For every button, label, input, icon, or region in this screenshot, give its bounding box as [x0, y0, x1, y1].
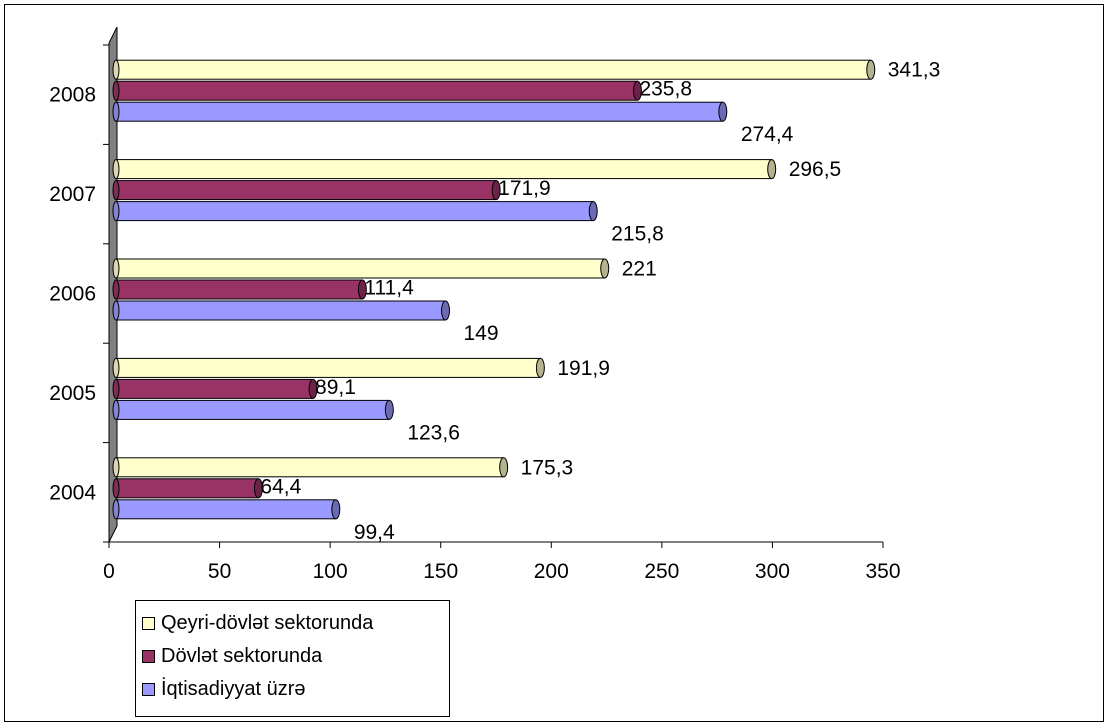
y-category-label: 2006	[49, 283, 96, 306]
bar-cap-right	[491, 180, 501, 201]
legend-label-iqtisadiyyat: İqtisadiyyat üzrə	[161, 678, 306, 700]
data-label: 235,8	[639, 78, 692, 101]
x-tick-label: 350	[865, 560, 900, 583]
data-label: 64,4	[260, 475, 301, 498]
y-category-label: 2005	[49, 382, 96, 405]
bar-cap-right	[767, 159, 777, 180]
y-category-label: 2004	[49, 481, 96, 504]
data-label: 296,5	[789, 158, 842, 181]
legend: Qeyri-dövlət sektorunda Dövlət sektorund…	[135, 600, 450, 717]
bar-cap-left	[112, 399, 120, 420]
legend-swatch-dovlet	[142, 650, 155, 663]
chart-frame	[4, 4, 1104, 722]
data-label: 111,4	[364, 277, 414, 300]
bar-cap-right	[331, 499, 341, 520]
legend-label-qeyri-dovlet: Qeyri-dövlət sektorunda	[161, 612, 374, 634]
bar-Qeyri-dövlət-sektorunda-2004	[115, 457, 505, 478]
bar-cap-right	[600, 258, 610, 279]
bar-cap-right	[588, 201, 598, 222]
data-label: 341,3	[888, 59, 941, 82]
data-label: 215,8	[611, 223, 664, 246]
bar-İqtisadiyyat-üzrə-2005	[115, 399, 390, 420]
bar-cap-right	[866, 59, 876, 80]
bar-İqtisadiyyat-üzrə-2004	[115, 499, 337, 520]
x-tick-label: 0	[103, 560, 115, 583]
bar-Dövlət-sektorunda-2007	[115, 180, 497, 201]
data-label: 99,4	[354, 521, 395, 544]
bar-Qeyri-dövlət-sektorunda-2008	[115, 59, 872, 80]
x-tick-label: 150	[423, 560, 458, 583]
bar-cap-left	[112, 159, 120, 180]
data-label: 175,3	[521, 456, 574, 479]
x-tick-label: 100	[313, 560, 348, 583]
bar-cap-right	[441, 300, 451, 321]
bar-cap-left	[112, 499, 120, 520]
x-tick-label: 200	[534, 560, 569, 583]
data-label: 274,4	[741, 123, 794, 146]
data-label: 89,1	[315, 376, 356, 399]
legend-item-iqtisadiyyat: İqtisadiyyat üzrə	[142, 673, 449, 706]
bar-Dövlət-sektorunda-2006	[115, 279, 363, 300]
bar-cap-left	[112, 180, 120, 201]
bar-cap-left	[112, 478, 120, 499]
bar-cap-right	[357, 279, 367, 300]
bar-cap-right	[535, 357, 545, 378]
bar-cap-right	[718, 101, 728, 122]
bar-cap-right	[384, 399, 394, 420]
bar-cap-left	[112, 457, 120, 478]
bar-cap-left	[112, 80, 120, 101]
y-category-label: 2008	[49, 84, 96, 107]
bar-İqtisadiyyat-üzrə-2007	[115, 201, 594, 222]
bar-Dövlət-sektorunda-2008	[115, 80, 638, 101]
legend-swatch-iqtisadiyyat	[142, 683, 155, 696]
bar-Qeyri-dövlət-sektorunda-2005	[115, 357, 541, 378]
bar-Qeyri-dövlət-sektorunda-2006	[115, 258, 606, 279]
bar-cap-right	[632, 80, 642, 101]
data-label: 171,9	[498, 177, 551, 200]
data-label: 221	[622, 258, 657, 281]
bar-cap-left	[112, 101, 120, 122]
y-category-label: 2007	[49, 183, 96, 206]
bar-cap-left	[112, 59, 120, 80]
bar-Dövlət-sektorunda-2005	[115, 378, 314, 399]
bar-cap-left	[112, 357, 120, 378]
x-tick-label: 300	[755, 560, 790, 583]
bar-cap-left	[112, 279, 120, 300]
bar-İqtisadiyyat-üzrə-2008	[115, 101, 724, 122]
bar-cap-left	[112, 201, 120, 222]
bar-Qeyri-dövlət-sektorunda-2007	[115, 159, 773, 180]
legend-item-qeyri-dovlet: Qeyri-dövlət sektorunda	[142, 607, 449, 640]
bar-İqtisadiyyat-üzrə-2006	[115, 300, 447, 321]
legend-swatch-qeyri-dovlet	[142, 617, 155, 630]
bar-cap-right	[308, 378, 318, 399]
bar-cap-left	[112, 378, 120, 399]
bar-cap-left	[112, 300, 120, 321]
data-label: 149	[464, 322, 499, 345]
x-tick-label: 50	[208, 560, 231, 583]
bar-cap-left	[112, 258, 120, 279]
legend-label-dovlet: Dövlət sektorunda	[161, 645, 323, 667]
legend-item-dovlet: Dövlət sektorunda	[142, 640, 449, 673]
bar-cap-right	[253, 478, 263, 499]
x-tick-label: 250	[644, 560, 679, 583]
bar-Dövlət-sektorunda-2004	[115, 478, 259, 499]
data-label: 191,9	[557, 357, 610, 380]
data-label: 123,6	[407, 421, 460, 444]
bar-cap-right	[499, 457, 509, 478]
